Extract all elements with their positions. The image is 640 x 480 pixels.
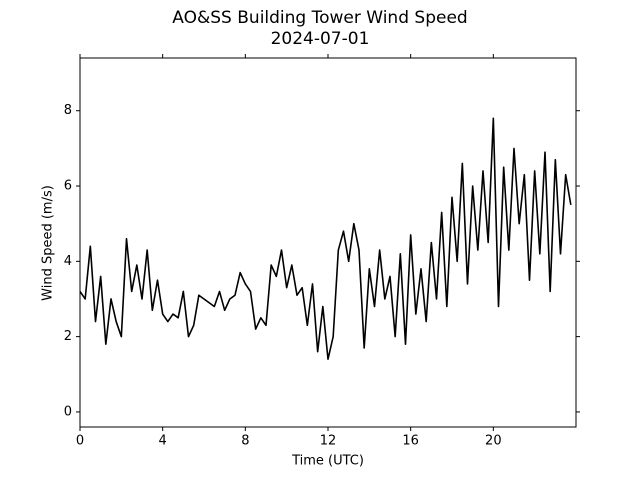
x-tick-label: 4 (159, 434, 167, 449)
y-tick-label: 8 (64, 103, 72, 118)
y-tick-label: 0 (64, 404, 72, 419)
x-tick-label: 20 (485, 434, 502, 449)
x-tick-label: 12 (320, 434, 337, 449)
y-axis-label: Wind Speed (m/s) (41, 185, 56, 301)
y-tick-label: 2 (64, 329, 72, 344)
data-line (79, 117, 572, 361)
y-tick-label: 6 (64, 179, 72, 194)
x-axis-label: Time (UTC) (291, 454, 364, 469)
chart-subtitle: 2024-07-01 (271, 29, 370, 49)
chart-title: AO&SS Building Tower Wind Speed (172, 8, 467, 28)
x-tick-label: 16 (402, 434, 419, 449)
y-tick-label: 4 (64, 254, 72, 269)
x-tick-label: 0 (76, 434, 84, 449)
x-tick-label: 8 (241, 434, 249, 449)
